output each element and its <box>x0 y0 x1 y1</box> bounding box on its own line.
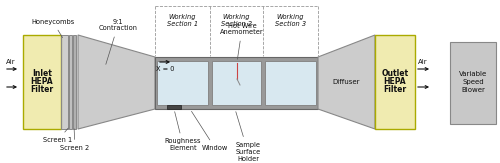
Polygon shape <box>318 35 375 129</box>
Text: Air: Air <box>418 59 428 65</box>
Text: Working
Section 2: Working Section 2 <box>221 14 252 27</box>
Text: Outlet: Outlet <box>382 69 408 79</box>
Bar <box>265 61 316 105</box>
Text: Sample
Surface
Holder: Sample Surface Holder <box>236 112 260 162</box>
Text: Hot Wire
Anemometer: Hot Wire Anemometer <box>220 22 264 59</box>
Bar <box>61 35 68 129</box>
Text: Blower: Blower <box>461 87 485 93</box>
Bar <box>23 35 61 129</box>
Text: Air: Air <box>6 59 16 65</box>
Text: Working
Section 1: Working Section 1 <box>167 14 198 27</box>
Text: Working
Section 3: Working Section 3 <box>275 14 306 27</box>
Text: Honeycombs: Honeycombs <box>32 19 74 38</box>
Text: Roughness
Element: Roughness Element <box>165 112 201 151</box>
Bar <box>212 61 261 105</box>
Text: Window: Window <box>192 111 228 151</box>
Text: 9:1
Contraction: 9:1 Contraction <box>98 18 138 64</box>
Text: Screen 2: Screen 2 <box>60 129 90 151</box>
Text: Filter: Filter <box>30 86 54 95</box>
Polygon shape <box>78 35 155 129</box>
Bar <box>375 35 415 129</box>
Bar <box>73 35 76 129</box>
Bar <box>157 61 208 105</box>
Text: Diffuser: Diffuser <box>333 79 360 85</box>
Text: Speed: Speed <box>462 79 484 85</box>
Text: HEPA: HEPA <box>30 77 54 87</box>
Bar <box>450 42 496 124</box>
Text: X = 0: X = 0 <box>156 66 174 72</box>
Bar <box>167 105 181 109</box>
Text: Inlet: Inlet <box>32 69 52 79</box>
Text: Variable: Variable <box>459 71 487 77</box>
Bar <box>69 35 72 129</box>
Text: HEPA: HEPA <box>384 77 406 87</box>
Text: Filter: Filter <box>384 86 406 95</box>
Text: Screen 1: Screen 1 <box>44 128 72 143</box>
Bar <box>155 57 318 109</box>
